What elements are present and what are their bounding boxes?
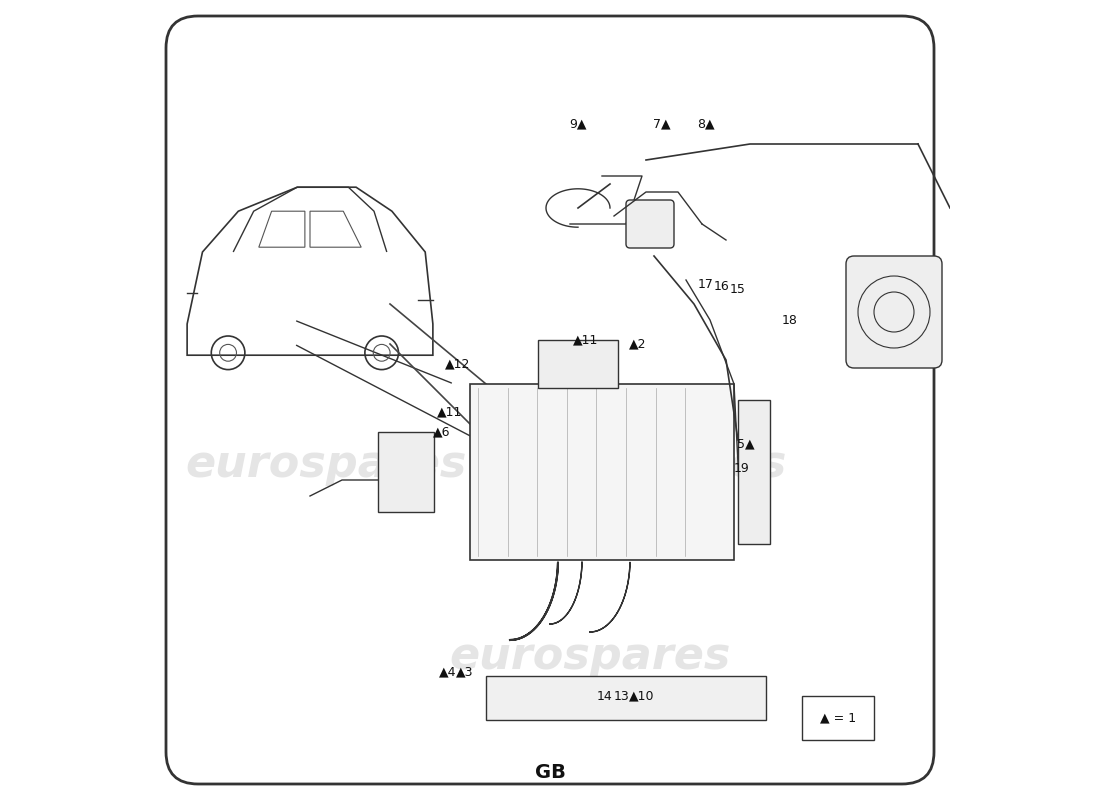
Text: 9▲: 9▲ (570, 118, 586, 130)
FancyBboxPatch shape (486, 676, 766, 720)
FancyBboxPatch shape (378, 432, 434, 512)
Text: 18: 18 (782, 314, 797, 326)
Text: 17: 17 (698, 278, 714, 290)
Text: ▲4: ▲4 (439, 666, 456, 678)
Text: eurospares: eurospares (449, 634, 730, 678)
Text: ▲6: ▲6 (433, 426, 451, 438)
Text: ▲ = 1: ▲ = 1 (820, 711, 856, 724)
FancyBboxPatch shape (626, 200, 674, 248)
FancyBboxPatch shape (470, 384, 734, 560)
Text: ▲11: ▲11 (573, 334, 598, 346)
Text: eurospares: eurospares (185, 442, 466, 486)
Text: 16: 16 (714, 280, 730, 293)
Text: 7▲: 7▲ (653, 118, 671, 130)
FancyBboxPatch shape (538, 340, 618, 388)
FancyBboxPatch shape (846, 256, 942, 368)
Text: 5▲: 5▲ (737, 438, 755, 450)
FancyBboxPatch shape (738, 400, 770, 544)
Text: 13: 13 (614, 690, 630, 702)
Text: ▲12: ▲12 (446, 358, 471, 370)
Text: 14: 14 (596, 690, 613, 702)
FancyBboxPatch shape (802, 696, 874, 740)
Text: 19: 19 (734, 462, 750, 474)
Text: 8▲: 8▲ (697, 118, 715, 130)
Text: ▲2: ▲2 (629, 338, 647, 350)
FancyBboxPatch shape (166, 16, 934, 784)
Text: ▲10: ▲10 (629, 690, 654, 702)
Text: 15: 15 (730, 283, 746, 296)
Text: ▲3: ▲3 (455, 666, 473, 678)
Text: GB: GB (535, 762, 565, 782)
Text: ▲11: ▲11 (438, 406, 463, 418)
Text: eurospares: eurospares (505, 442, 786, 486)
